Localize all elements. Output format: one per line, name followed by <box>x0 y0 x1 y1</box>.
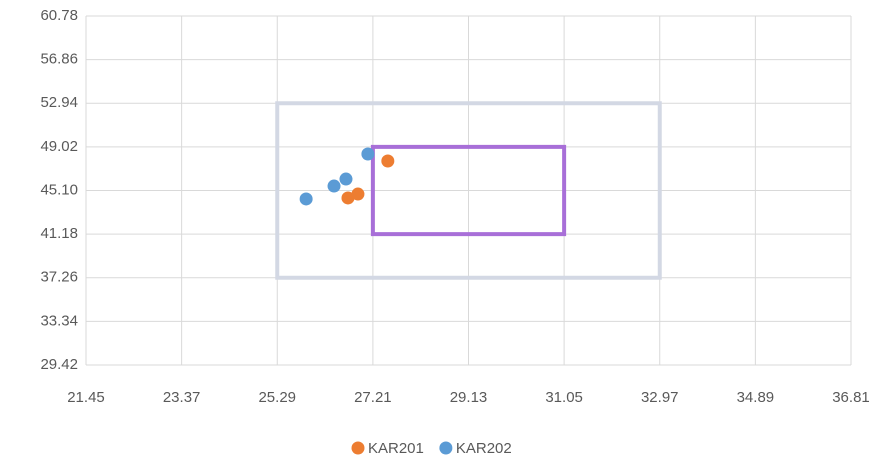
x-tick-label: 34.89 <box>737 389 775 406</box>
point <box>361 147 375 161</box>
legend-label: KAR201 <box>368 440 424 457</box>
point <box>381 154 395 168</box>
y-tick-label: 60.78 <box>40 7 78 24</box>
point <box>341 191 355 205</box>
y-tick-label: 37.26 <box>40 269 78 286</box>
x-tick-label: 27.21 <box>354 389 392 406</box>
x-tick-label: 21.45 <box>67 389 105 406</box>
x-tick-label: 36.81 <box>832 389 870 406</box>
y-tick-label: 52.94 <box>40 94 78 111</box>
y-tick-label: 45.10 <box>40 181 78 198</box>
point <box>351 187 365 201</box>
y-tick-label: 33.34 <box>40 312 78 329</box>
x-tick-label: 23.37 <box>163 389 201 406</box>
point <box>327 179 341 193</box>
legend-label: KAR202 <box>456 440 512 457</box>
x-tick-label: 25.29 <box>258 389 296 406</box>
y-tick-label: 41.18 <box>40 225 78 242</box>
x-tick-label: 29.13 <box>450 389 488 406</box>
y-tick-label: 29.42 <box>40 356 78 373</box>
x-tick-label: 32.97 <box>641 389 679 406</box>
region-box <box>275 101 662 280</box>
y-tick-label: 49.02 <box>40 138 78 155</box>
point <box>299 192 313 206</box>
point <box>339 172 353 186</box>
legend-marker <box>351 441 365 455</box>
region-box <box>370 144 567 237</box>
legend-marker <box>439 441 453 455</box>
x-tick-label: 31.05 <box>545 389 583 406</box>
y-tick-label: 56.86 <box>40 51 78 68</box>
